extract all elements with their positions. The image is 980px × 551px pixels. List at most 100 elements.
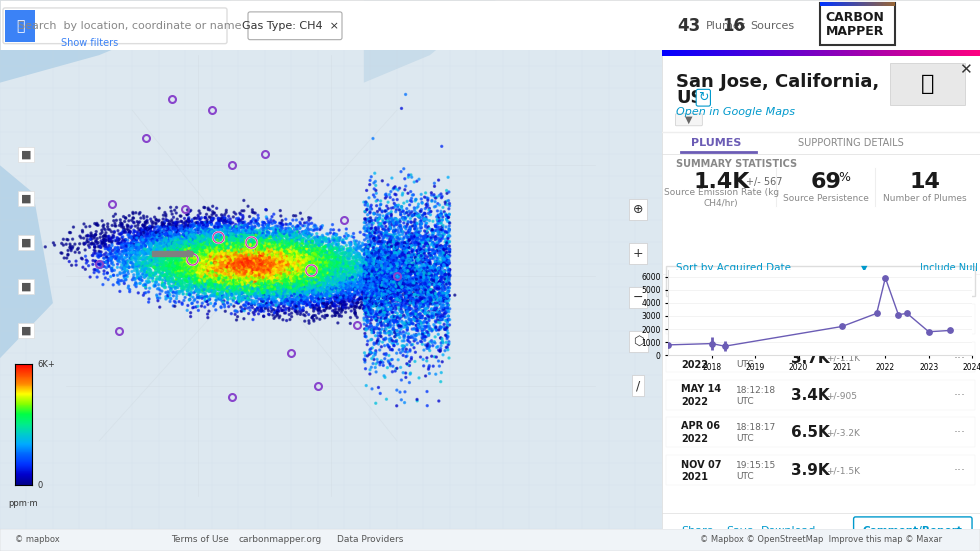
Point (270, 299, 286, 307)
Point (347, 284, 363, 293)
Point (195, 260, 211, 268)
Point (127, 280, 143, 289)
Point (231, 272, 247, 280)
Point (399, 197, 415, 206)
Point (165, 260, 180, 268)
Point (361, 304, 376, 313)
Point (269, 301, 284, 310)
Point (238, 256, 254, 264)
Point (171, 237, 186, 246)
Point (144, 246, 160, 255)
Point (259, 285, 274, 294)
Point (289, 293, 305, 301)
Point (362, 306, 377, 315)
Point (309, 263, 324, 272)
Point (183, 277, 199, 285)
Point (354, 257, 369, 266)
Point (387, 328, 403, 337)
Bar (944, 50, 945, 56)
Point (269, 261, 284, 270)
Point (257, 267, 272, 276)
Point (237, 255, 253, 263)
Point (255, 285, 270, 294)
Point (197, 241, 213, 250)
Point (394, 341, 410, 350)
Point (266, 258, 281, 267)
Point (218, 251, 233, 260)
Point (301, 267, 317, 276)
Point (236, 265, 252, 274)
Point (407, 279, 422, 288)
Point (418, 231, 434, 240)
Point (385, 230, 401, 239)
Point (268, 255, 283, 264)
Point (90, 242, 106, 251)
Point (422, 291, 438, 300)
Point (294, 283, 310, 292)
Point (357, 291, 372, 300)
Point (187, 249, 203, 258)
Point (268, 288, 283, 296)
Point (236, 295, 252, 304)
Point (286, 273, 302, 282)
Point (368, 256, 384, 265)
Point (260, 262, 275, 271)
Point (256, 284, 271, 293)
Point (243, 254, 259, 263)
Point (320, 260, 336, 268)
Point (249, 253, 265, 262)
Point (326, 300, 342, 309)
Point (427, 316, 443, 325)
Point (119, 262, 134, 271)
Point (319, 268, 335, 277)
Point (357, 248, 372, 257)
Point (182, 262, 198, 271)
Point (410, 284, 425, 293)
Point (406, 325, 421, 333)
Point (300, 296, 316, 305)
Point (242, 259, 258, 268)
Point (289, 268, 305, 277)
Point (430, 295, 446, 304)
Point (407, 295, 422, 304)
Point (359, 260, 374, 268)
Point (137, 237, 153, 246)
Point (149, 262, 165, 271)
Point (403, 309, 418, 318)
Point (180, 242, 196, 251)
Point (241, 236, 257, 245)
Point (432, 308, 448, 317)
Point (282, 257, 298, 266)
Point (404, 341, 419, 349)
Point (130, 245, 146, 254)
Point (168, 289, 183, 298)
Point (277, 292, 293, 301)
Point (197, 256, 213, 264)
Point (281, 274, 297, 283)
Point (263, 278, 278, 287)
Point (265, 251, 280, 260)
Point (229, 250, 245, 259)
Point (392, 333, 408, 342)
Point (398, 278, 414, 287)
Point (326, 274, 342, 283)
Point (254, 266, 270, 275)
Point (407, 210, 422, 219)
Point (299, 231, 315, 240)
Point (301, 275, 317, 284)
Point (392, 287, 408, 296)
Point (189, 247, 205, 256)
Point (327, 259, 343, 268)
Point (309, 288, 324, 296)
Point (376, 291, 392, 300)
Point (306, 289, 321, 298)
Point (141, 246, 157, 255)
Point (265, 273, 280, 282)
Point (234, 250, 250, 258)
Point (234, 259, 250, 268)
Point (96, 232, 112, 241)
Point (235, 276, 251, 285)
Point (200, 313, 216, 322)
Point (129, 258, 145, 267)
Point (432, 249, 448, 257)
